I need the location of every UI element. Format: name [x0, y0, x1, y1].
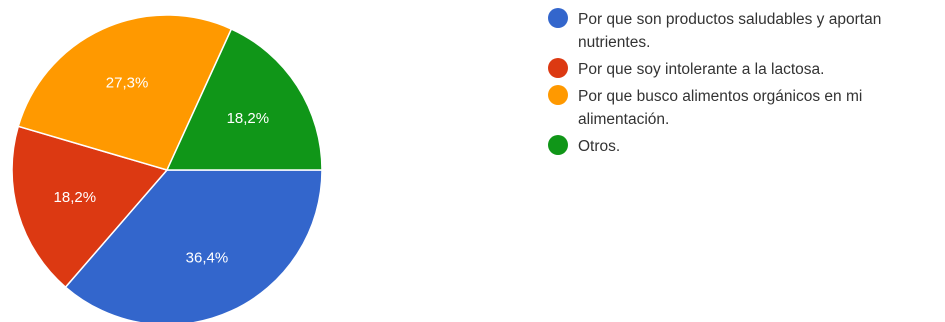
pie-slice-organicos[interactable]	[17, 14, 233, 171]
legend-label-organicos: Por que busco alimentos orgánicos en mi …	[578, 88, 863, 128]
pie-slice-otros[interactable]	[165, 28, 323, 171]
legend-item-lactosa[interactable]: Por que soy intolerante a la lactosa.	[548, 58, 938, 81]
pie-slice-saludables[interactable]	[64, 169, 323, 322]
legend-swatch-organicos	[548, 85, 568, 105]
legend-label-otros: Otros.	[578, 138, 621, 155]
legend-swatch-saludables	[548, 8, 568, 28]
legend-label-saludables: Por que son productos saludables y aport…	[578, 11, 882, 51]
slice-value-label-lactosa: 18,2%	[54, 189, 97, 206]
legend-item-otros[interactable]: Otros.	[548, 135, 938, 158]
legend-item-organicos[interactable]: Por que busco alimentos orgánicos en mi …	[548, 85, 938, 131]
slice-value-label-saludables: 36,4%	[186, 249, 229, 266]
legend-swatch-otros	[548, 135, 568, 155]
slice-value-label-otros: 18,2%	[227, 110, 270, 127]
pie-slice-lactosa[interactable]	[11, 125, 169, 289]
legend-label-lactosa: Por que soy intolerante a la lactosa.	[578, 61, 825, 78]
legend-swatch-lactosa	[548, 58, 568, 78]
pie-chart: 36,4% 18,2% 27,3% 18,2%	[11, 14, 323, 322]
legend-item-saludables[interactable]: Por que son productos saludables y aport…	[548, 8, 938, 54]
slice-value-label-organicos: 27,3%	[106, 75, 149, 92]
legend: Por que son productos saludables y aport…	[548, 8, 938, 162]
